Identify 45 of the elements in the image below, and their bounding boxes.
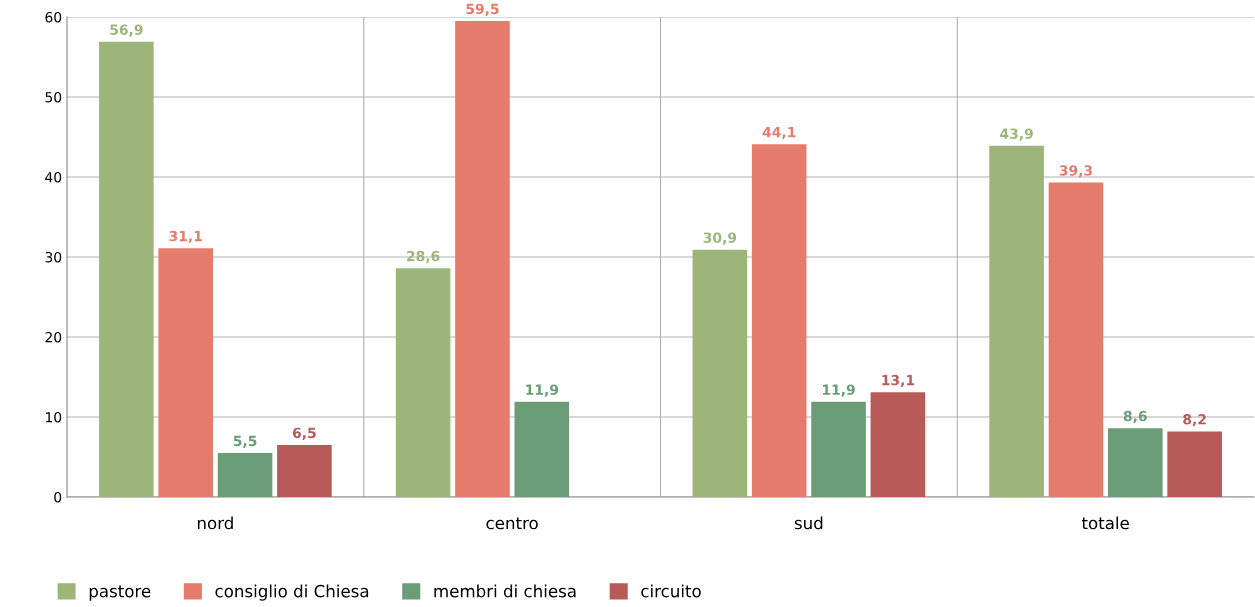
y-tick-label: 20 (45, 331, 62, 343)
bar (1167, 431, 1222, 497)
data-label: 13,1 (882, 374, 915, 388)
data-label: 31,1 (169, 230, 202, 244)
bar (99, 41, 154, 497)
legend-label: circuito (641, 584, 701, 598)
y-tick-label: 40 (45, 171, 62, 183)
y-tick-label: 30 (45, 251, 62, 263)
legend-label: membri di chiesa (434, 584, 576, 598)
data-label: 11,9 (526, 384, 559, 397)
x-tick-label: nord (197, 516, 233, 530)
data-label: 39,3 (1059, 165, 1092, 178)
data-label: 11,9 (822, 384, 855, 397)
x-tick-label: totale (1081, 516, 1129, 530)
data-label: 56,9 (110, 24, 143, 37)
bar (811, 401, 866, 497)
x-tick-label: centro (486, 517, 538, 530)
bar (158, 248, 213, 497)
data-label: 5,5 (233, 435, 257, 448)
y-tick-label: 50 (45, 91, 62, 103)
data-label: 8,2 (1183, 414, 1206, 427)
bar (989, 145, 1044, 497)
legend-label: pastore (89, 585, 151, 601)
data-label: 8,6 (1123, 410, 1147, 424)
y-tick-label: 60 (45, 11, 62, 23)
data-label: 44,1 (762, 127, 796, 140)
x-tick-label: sud (794, 516, 823, 530)
data-label: 28,6 (407, 250, 440, 264)
bar (870, 392, 926, 497)
data-label: 6,5 (292, 427, 316, 440)
bar (277, 445, 332, 497)
bar (514, 401, 570, 497)
bar (455, 21, 510, 497)
y-tick-label: 0 (54, 491, 62, 503)
legend-label: consiglio di Chiesa (215, 584, 369, 601)
bar (692, 249, 748, 497)
data-label: 59,5 (466, 3, 499, 16)
y-tick-label: 10 (45, 411, 62, 423)
data-label: 30,9 (703, 232, 737, 245)
data-label: 43,9 (1000, 128, 1033, 141)
bar (217, 453, 273, 497)
bar (395, 268, 451, 497)
bar (1108, 428, 1163, 497)
bar (1048, 182, 1104, 497)
bar (751, 144, 807, 497)
